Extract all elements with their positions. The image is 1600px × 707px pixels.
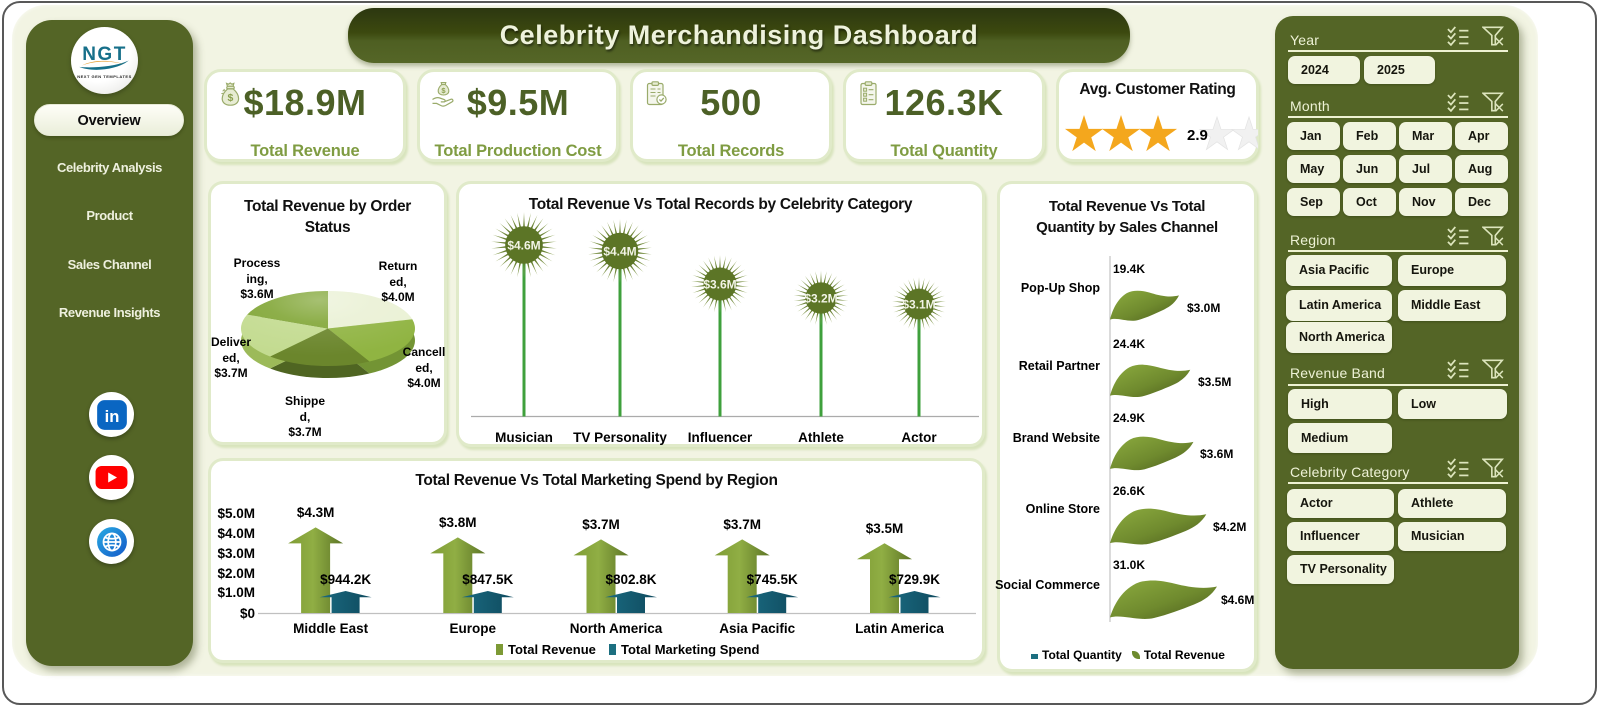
svg-text:$1.0M: $1.0M bbox=[217, 585, 255, 600]
svg-text:Europe: Europe bbox=[450, 621, 497, 636]
svg-text:$: $ bbox=[227, 92, 233, 104]
svg-text:Asia Pacific: Asia Pacific bbox=[719, 621, 795, 636]
svg-text:Total Revenue: Total Revenue bbox=[508, 642, 596, 657]
svg-text:$5.0M: $5.0M bbox=[217, 506, 255, 521]
svg-text:$729.9K: $729.9K bbox=[889, 572, 940, 587]
svg-text:Middle East: Middle East bbox=[293, 621, 369, 636]
svg-text:$3.5M: $3.5M bbox=[866, 521, 904, 536]
svg-text:$3.2M: $3.2M bbox=[804, 292, 837, 306]
svg-text:Total Marketing Spend: Total Marketing Spend bbox=[621, 642, 759, 657]
svg-text:Latin America: Latin America bbox=[855, 621, 944, 636]
svg-text:$3.7M: $3.7M bbox=[723, 517, 761, 532]
svg-text:$3.7M: $3.7M bbox=[582, 517, 620, 532]
svg-text:$3.0M: $3.0M bbox=[217, 546, 255, 561]
svg-text:$944.2K: $944.2K bbox=[320, 572, 371, 587]
svg-text:$: $ bbox=[441, 86, 446, 95]
svg-text:in: in bbox=[104, 406, 119, 425]
svg-text:$0: $0 bbox=[240, 606, 255, 621]
svg-text:$745.5K: $745.5K bbox=[747, 572, 798, 587]
svg-text:$847.5K: $847.5K bbox=[462, 572, 513, 587]
svg-text:North America: North America bbox=[570, 621, 663, 636]
svg-text:$802.8K: $802.8K bbox=[605, 572, 656, 587]
svg-text:$3.6M: $3.6M bbox=[703, 278, 736, 292]
svg-text:$3.8M: $3.8M bbox=[439, 515, 477, 530]
svg-text:$2.0M: $2.0M bbox=[217, 566, 255, 581]
svg-text:$4.6M: $4.6M bbox=[507, 239, 540, 253]
svg-text:$4.4M: $4.4M bbox=[603, 245, 636, 259]
svg-text:$4.3M: $4.3M bbox=[297, 505, 335, 520]
svg-text:$3.1M: $3.1M bbox=[902, 298, 935, 312]
svg-text:2.9: 2.9 bbox=[1187, 127, 1208, 144]
svg-text:$4.0M: $4.0M bbox=[217, 526, 255, 541]
